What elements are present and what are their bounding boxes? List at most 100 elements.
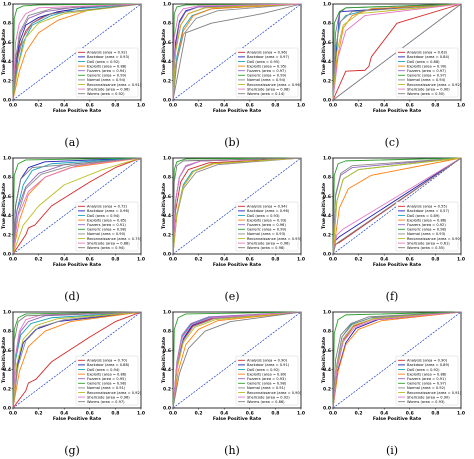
x-tick-label: 0.0	[169, 257, 177, 263]
x-tick-label: 0.8	[431, 257, 439, 263]
legend-entry: Generic (area = 0.99)	[247, 228, 287, 232]
y-tick-label: 0.4	[323, 59, 331, 65]
x-axis-title: False Positive Rate	[213, 262, 261, 268]
roc-curve-9	[332, 157, 462, 255]
legend-entry: Fuzzers (area = 0.97)	[247, 69, 286, 73]
legend-entry: Generic (area = 0.98)	[407, 228, 447, 232]
roc-curve-10	[172, 311, 302, 409]
legend-entry: Generic (area = 0.98)	[87, 228, 127, 232]
legend-entry: DoS (area = 0.94)	[87, 214, 120, 218]
legend-entry: Analysis (area = 0.90)	[407, 359, 448, 363]
panel-caption: (a)	[64, 136, 79, 149]
x-tick-label: 1.0	[137, 411, 145, 417]
x-tick-label: 0.2	[195, 103, 203, 109]
y-tick-label: 0.8	[163, 329, 171, 335]
y-tick-label: 0.2	[163, 78, 171, 84]
panel-caption: (g)	[64, 444, 80, 457]
legend-entry: DoS (area = 0.89)	[407, 214, 440, 218]
y-tick-label: 0.4	[323, 213, 331, 219]
y-tick-label: 0.4	[3, 213, 11, 219]
legend-entry: DoS (area = 0.92)	[87, 60, 120, 64]
roc-panel-a: 0.0 0.2 0.4 0.6 0.8 1.0 0.0 0.2 0.4 0.6 0.8 1.0 Fals…	[1, 2, 145, 150]
legend-entry: DoS (area = 0.88)	[407, 60, 440, 64]
y-tick-label: 1.0	[3, 310, 11, 316]
roc-curve-10	[332, 157, 462, 255]
y-axis-title: True Positive Rate	[1, 337, 7, 383]
y-tick-label: 0.0	[163, 406, 171, 412]
roc-curve-10	[172, 157, 302, 255]
legend-entry: Normal (area = 0.94)	[407, 78, 446, 82]
legend-entry: Reconnaissance (area = 0.91)	[87, 83, 142, 87]
legend-entry: Exploits (area = 0.93)	[247, 218, 287, 222]
roc-panel-e: 0.0 0.2 0.4 0.6 0.8 1.0 0.0 0.2 0.4 0.6 0.8 1.0 Fals…	[161, 156, 305, 304]
y-axis-title: True Positive Rate	[321, 183, 327, 229]
legend-entry: Shellcode (area = 0.88)	[87, 241, 130, 245]
y-axis-title: True Positive Rate	[161, 183, 167, 229]
x-tick-label: 1.0	[137, 257, 145, 263]
legend-entry: Analysis (area = 0.70)	[87, 359, 128, 363]
roc-curve-10	[332, 311, 462, 409]
legend: Analysis (area = 0.72)Backdoor (area = 0…	[75, 201, 142, 252]
legend-entry: Shellcode (area = 0.61)	[407, 241, 450, 245]
y-tick-label: 0.8	[3, 329, 11, 335]
legend-entry: Exploits (area = 0.89)	[247, 372, 287, 376]
legend-entry: Worms (area = 0.97)	[87, 400, 125, 404]
y-tick-label: 0.0	[3, 98, 11, 104]
legend-entry: Fuzzers (area = 0.95)	[87, 377, 126, 381]
y-tick-label: 0.4	[323, 367, 331, 373]
legend-box	[75, 355, 139, 406]
legend-entry: Exploits (area = 0.85)	[87, 218, 127, 222]
y-tick-label: 0.6	[3, 40, 11, 46]
x-tick-label: 1.0	[457, 103, 465, 109]
legend: Analysis (area = 0.63)Backdoor (area = 0…	[395, 47, 462, 98]
roc-panel-h: 0.0 0.2 0.4 0.6 0.8 1.0 0.0 0.2 0.4 0.6 0.8 1.0 Fals…	[161, 310, 305, 458]
roc-panel-g: 0.0 0.2 0.4 0.6 0.8 1.0 0.0 0.2 0.4 0.6 0.8 1.0 Fals…	[1, 310, 145, 458]
x-axis-title: False Positive Rate	[53, 262, 101, 268]
roc-curve-6	[332, 3, 462, 101]
legend-entry: Shellcode (area = 0.98)	[247, 87, 290, 91]
roc-curve-6	[332, 311, 462, 409]
x-tick-label: 0.8	[271, 103, 279, 109]
legend-entry: Fuzzers (area = 0.94)	[87, 69, 126, 73]
legend-box	[235, 201, 299, 252]
x-tick-label: 0.2	[355, 103, 363, 109]
roc-panel-c: 0.0 0.2 0.4 0.6 0.8 1.0 0.0 0.2 0.4 0.6 0.8 1.0 Fals…	[321, 2, 465, 150]
legend-entry: Reconnaissance (area = 0.90)	[247, 391, 302, 395]
legend-entry: Shellcode (area = 0.90)	[407, 395, 450, 399]
y-tick-label: 1.0	[323, 2, 331, 8]
roc-curve-4	[332, 311, 462, 409]
roc-curve-6	[332, 157, 462, 255]
legend-entry: Normal (area = 0.91)	[87, 386, 126, 390]
x-tick-label: 0.2	[195, 257, 203, 263]
y-tick-label: 0.4	[3, 59, 11, 65]
legend-entry: Generic (area = 0.98)	[247, 382, 287, 386]
y-tick-label: 0.8	[163, 21, 171, 27]
legend-entry: Reconnaissance (area = 0.90)	[407, 237, 462, 241]
x-tick-label: 0.4	[380, 411, 388, 417]
y-tick-label: 1.0	[163, 310, 171, 316]
panel-caption: (c)	[385, 136, 400, 149]
legend-entry: Fuzzers (area = 0.96)	[247, 223, 286, 227]
legend-entry: Analysis (area = 0.55)	[407, 205, 448, 209]
legend-box	[75, 201, 139, 252]
legend-entry: Fuzzers (area = 0.91)	[407, 377, 446, 381]
y-tick-label: 0.6	[323, 194, 331, 200]
roc-curve-7	[332, 3, 462, 101]
roc-curve-7	[12, 311, 142, 409]
y-tick-label: 0.8	[323, 329, 331, 335]
legend-entry: Generic (area = 0.97)	[407, 74, 447, 78]
legend-entry: Backdoor (area = 0.91)	[247, 363, 290, 367]
roc-curve-9	[12, 157, 142, 255]
legend-entry: Generic (area = 0.97)	[407, 382, 447, 386]
roc-curve-7	[332, 157, 462, 255]
y-tick-label: 0.2	[3, 232, 11, 238]
legend-entry: Generic (area = 0.98)	[87, 382, 127, 386]
legend: Analysis (area = 0.55)Backdoor (area = 0…	[395, 201, 462, 252]
legend-entry: Exploits (area = 0.88)	[407, 372, 447, 376]
legend: Analysis (area = 0.90)Backdoor (area = 0…	[395, 355, 462, 406]
legend-entry: Backdoor (area = 0.88)	[87, 363, 130, 367]
y-tick-label: 0.0	[323, 98, 331, 104]
roc-curve-8	[12, 157, 142, 255]
roc-curve-6	[12, 157, 142, 255]
